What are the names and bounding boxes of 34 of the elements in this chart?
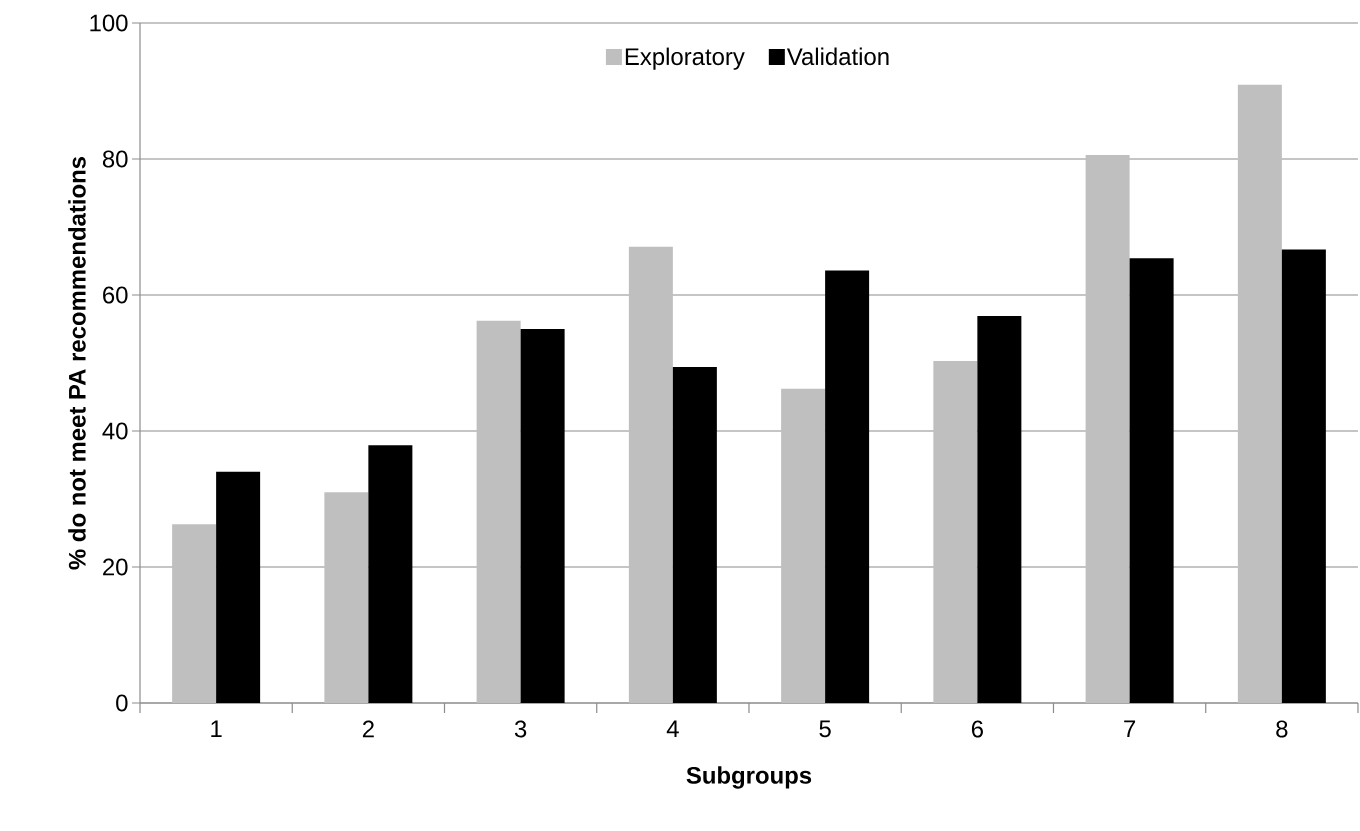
y-tick-label: 60: [103, 286, 128, 304]
bar: [781, 388, 826, 703]
bar: [628, 246, 673, 703]
bar: [368, 445, 413, 703]
bar: [825, 270, 870, 703]
bar: [933, 360, 978, 703]
bar: [216, 471, 261, 703]
x-axis-title: Subgroups: [686, 766, 812, 789]
x-tick-label: 2: [362, 720, 374, 738]
y-tick-label: 20: [103, 558, 128, 576]
bar: [977, 316, 1022, 703]
legend-label: Validation: [786, 47, 889, 66]
y-tick-label: 0: [116, 694, 128, 712]
x-tick-label: 6: [971, 720, 983, 738]
bar: [1085, 154, 1130, 703]
y-axis-title: % do not meet PA recommendations: [68, 156, 86, 570]
bar: [1281, 249, 1326, 703]
x-tick-label: 4: [666, 720, 679, 737]
bar: [1129, 258, 1174, 703]
bar: [1237, 84, 1282, 703]
bar: [172, 524, 217, 703]
bar: [520, 329, 565, 703]
x-tick-label: 3: [514, 720, 527, 738]
x-tick-label: 1: [211, 720, 222, 737]
y-tick-label: 40: [102, 422, 128, 440]
y-tick-label: 100: [90, 14, 128, 32]
bar: [324, 492, 369, 703]
x-tick-label: 8: [1276, 720, 1288, 738]
bar: [672, 367, 717, 703]
legend-label: Exploratory: [625, 47, 745, 70]
x-tick-label: 5: [819, 720, 831, 738]
y-tick-label: 80: [102, 150, 128, 168]
bar: [476, 320, 521, 703]
x-tick-label: 7: [1124, 720, 1136, 737]
